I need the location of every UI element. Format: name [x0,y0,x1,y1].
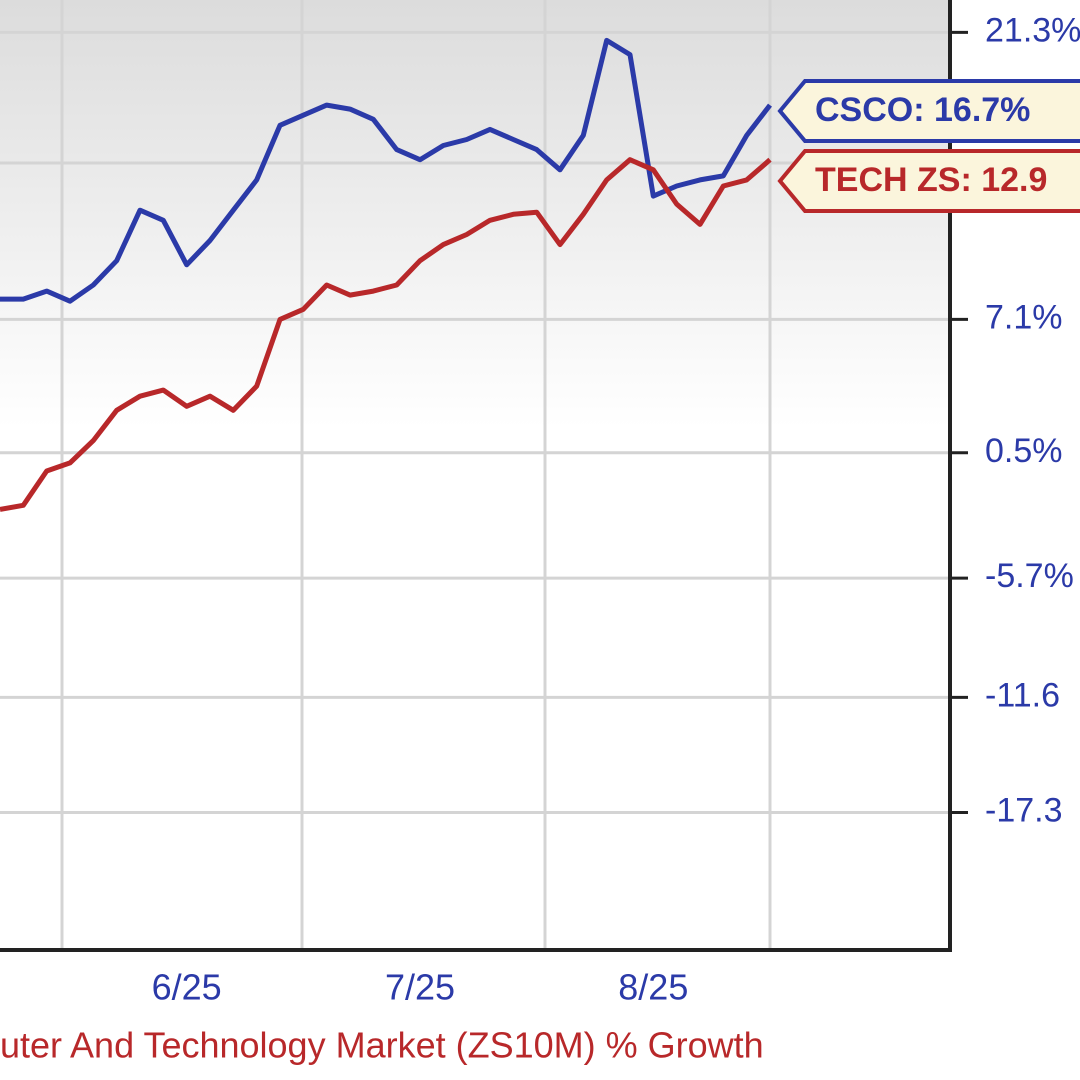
x-tick-label: 7/25 [385,967,455,1008]
y-tick-label: 21.3% [985,11,1080,49]
y-tick-label: 7.1% [985,298,1063,336]
x-tick-label: 8/25 [618,967,688,1008]
callout-box [777,79,1080,143]
callout-box [777,149,1080,213]
series-line [0,157,772,512]
chart-layer [0,30,950,815]
y-tick-label: -17.3 [985,792,1063,830]
x-tick-label: 6/25 [152,967,222,1008]
y-tick-label: -11.6 [985,676,1060,714]
callout-label: TECH ZS: 12.9 [815,161,1047,199]
y-tick-label: 0.5% [985,432,1063,470]
plot-background [0,0,950,950]
x-axis-title: uter And Technology Market (ZS10M) % Gro… [0,1025,764,1066]
callout-label: CSCO: 16.7% [815,91,1030,129]
y-tick-label: -5.7% [985,557,1074,595]
series-line [0,37,772,304]
